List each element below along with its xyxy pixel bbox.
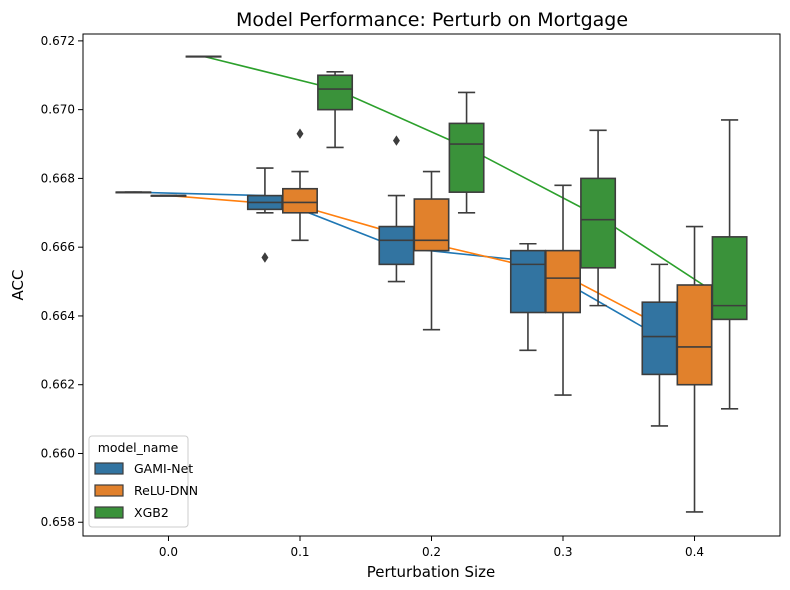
box [378,135,415,283]
y-tick-label: 0.666 [41,240,75,254]
y-tick-label: 0.668 [41,171,75,185]
box-body [448,122,485,193]
box [509,242,546,352]
outlier [261,252,269,263]
x-tick-label: 0.0 [159,545,178,559]
box [711,119,748,410]
box [448,91,485,214]
legend-label: XGB2 [134,505,169,520]
box [282,128,318,242]
x-axis: 0.0 0.1 0.2 0.3 0.4 [159,536,704,559]
legend-label: ReLU-DNN [134,483,198,498]
y-tick-label: 0.670 [41,103,75,117]
x-tick-label: 0.4 [685,545,704,559]
legend: model_name GAMI-Net ReLU-DNN XGB2 [88,435,198,528]
y-tick-label: 0.664 [41,309,75,323]
y-tick-label: 0.660 [41,446,75,460]
y-axis: 0.658 0.660 0.662 0.664 0.666 0.668 0.670 0.672 [41,34,83,529]
box-plots [115,55,748,513]
box-body [282,187,318,214]
box-body [378,225,415,266]
legend-swatch [94,506,124,519]
box [413,170,450,331]
y-tick-label: 0.662 [41,378,75,392]
box [580,129,617,307]
outlier [296,128,304,139]
box [676,225,713,513]
box-body [676,284,713,386]
box-body [413,198,450,252]
outlier [392,135,400,146]
box-body [580,177,617,269]
legend-title: model_name [98,440,179,455]
x-tick-label: 0.3 [553,545,572,559]
chart-title: Model Performance: Perturb on Mortgage [236,9,628,31]
legend-frame [88,435,189,528]
legend-entries: GAMI-Net ReLU-DNN XGB2 [94,461,198,520]
box [246,167,283,263]
box-body [641,301,678,376]
y-axis-label: ACC [9,270,27,301]
box [545,184,581,396]
box-body [317,74,354,111]
box-body [545,249,581,314]
legend-swatch [94,484,124,497]
legend-label: GAMI-Net [134,461,193,476]
y-tick-label: 0.672 [41,34,75,48]
box [185,55,222,58]
x-tick-label: 0.2 [422,545,441,559]
box [641,263,678,427]
box [115,191,152,194]
x-tick-label: 0.1 [290,545,309,559]
legend-swatch [94,462,124,475]
y-tick-label: 0.658 [41,515,75,529]
x-axis-label: Perturbation Size [367,563,495,581]
box [317,71,354,149]
box [150,194,187,197]
box-body [711,236,748,321]
box-body [509,249,546,314]
